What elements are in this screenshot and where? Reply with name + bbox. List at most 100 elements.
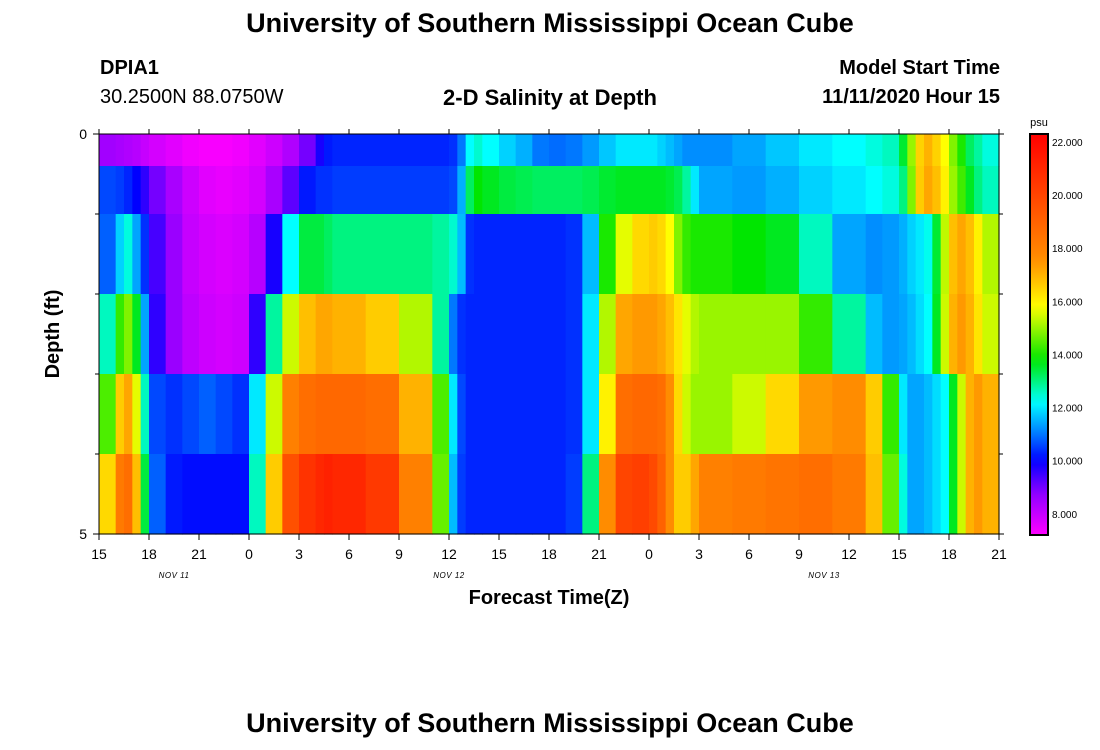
- heatmap-cell: [457, 166, 467, 215]
- heatmap-cell: [799, 214, 833, 295]
- heatmap-cell: [232, 294, 250, 375]
- heatmap-cell: [549, 134, 567, 167]
- heatmap-cell: [232, 214, 250, 295]
- heatmap-cell: [832, 134, 867, 167]
- heatmap-cell: [915, 454, 925, 535]
- heatmap-cell: [549, 374, 567, 455]
- heatmap-cell: [249, 454, 267, 535]
- heatmap-cell: [332, 214, 367, 295]
- heatmap-cell: [674, 166, 683, 215]
- heatmap-cell: [365, 134, 400, 167]
- model-start-value: 11/11/2020 Hour 15: [822, 86, 1000, 108]
- heatmap-cell: [657, 454, 667, 535]
- heatmap-cell: [690, 134, 700, 167]
- heatmap-cell: [99, 374, 117, 455]
- heatmap-cell: [474, 454, 483, 535]
- x-tick-label: 18: [941, 546, 957, 562]
- heatmap-cell: [532, 294, 550, 375]
- heatmap-cell: [982, 294, 1000, 375]
- heatmap-cell: [649, 454, 658, 535]
- heatmap-cell: [449, 454, 458, 535]
- heatmap-cell: [915, 134, 925, 167]
- heatmap-cell: [132, 134, 142, 167]
- heatmap-cell: [149, 214, 167, 295]
- heatmap-cell: [699, 214, 733, 295]
- heatmap-cell: [865, 134, 883, 167]
- heatmap-cell: [299, 374, 317, 455]
- heatmap-cell: [465, 166, 475, 215]
- heatmap-cell: [399, 294, 433, 375]
- heatmap-cell: [882, 454, 900, 535]
- heatmap-cell: [657, 134, 667, 167]
- heatmap-cell: [449, 374, 458, 455]
- heatmap-cell: [515, 374, 533, 455]
- heatmap-cell: [332, 166, 367, 215]
- heatmap-cell: [165, 454, 183, 535]
- colorbar-unit: psu: [1030, 117, 1048, 129]
- heatmap-cell: [965, 294, 975, 375]
- heatmap-cell: [899, 454, 908, 535]
- heatmap-cell: [199, 134, 217, 167]
- colorbar-bar: [1029, 133, 1049, 536]
- heatmap-cell: [582, 134, 600, 167]
- x-tick-label: 15: [491, 546, 507, 562]
- heatmap-cell: [615, 166, 633, 215]
- heatmap-cell: [649, 214, 658, 295]
- colorbar-tick-label: 10.000: [1052, 457, 1083, 468]
- heatmap-cell: [682, 134, 692, 167]
- heatmap-cell: [565, 134, 583, 167]
- heatmap-cell: [949, 134, 958, 167]
- heatmap-cell: [432, 134, 450, 167]
- heatmap-cell: [932, 214, 942, 295]
- heatmap-cell: [299, 454, 317, 535]
- heatmap-cell: [432, 166, 450, 215]
- heatmap-cell: [332, 294, 367, 375]
- heatmap-cell: [974, 134, 983, 167]
- x-tick-label: 12: [441, 546, 457, 562]
- heatmap-cell: [232, 374, 250, 455]
- heatmap-cell: [690, 166, 700, 215]
- heatmap-cell: [474, 134, 483, 167]
- heatmap-cell: [565, 374, 583, 455]
- heatmap-cell: [832, 214, 867, 295]
- heatmap-cell: [599, 166, 617, 215]
- heatmap-cell: [499, 166, 517, 215]
- heatmap-cell: [265, 166, 283, 215]
- heatmap-cell: [940, 454, 950, 535]
- heatmap-cell: [315, 214, 325, 295]
- heatmap-cell: [399, 214, 433, 295]
- x-tick-label: 0: [245, 546, 253, 562]
- heatmap-cell: [399, 374, 433, 455]
- heatmap-cell: [732, 214, 767, 295]
- heatmap-cell: [365, 454, 400, 535]
- heatmap-cell: [465, 214, 475, 295]
- heatmap-cell: [99, 214, 117, 295]
- heatmap-cell: [140, 166, 150, 215]
- heatmap-cell: [932, 294, 942, 375]
- heatmap-cell: [882, 166, 900, 215]
- heatmap-cell: [682, 454, 692, 535]
- heatmap-cell: [465, 294, 475, 375]
- heatmap-cell: [140, 374, 150, 455]
- heatmap-cell: [732, 166, 767, 215]
- heatmap-cell: [365, 166, 400, 215]
- heatmap-cell: [282, 166, 300, 215]
- colorbar-tick-label: 20.000: [1052, 191, 1083, 202]
- x-tick-label: 21: [191, 546, 207, 562]
- heatmap-cell: [565, 294, 583, 375]
- heatmap-cell: [599, 134, 617, 167]
- heatmap-cell: [649, 134, 658, 167]
- heatmap-cell: [599, 214, 617, 295]
- heatmap-cell: [674, 214, 683, 295]
- heatmap-cell: [115, 374, 125, 455]
- heatmap-cell: [657, 374, 667, 455]
- heatmap-cell: [674, 374, 683, 455]
- heatmap-cell: [549, 166, 567, 215]
- heatmap-cell: [324, 166, 333, 215]
- heatmap-cell: [699, 294, 733, 375]
- x-tick-label: 21: [991, 546, 1007, 562]
- heatmap-cell: [124, 134, 133, 167]
- heatmap-cell: [532, 166, 550, 215]
- heatmap-cell: [665, 214, 675, 295]
